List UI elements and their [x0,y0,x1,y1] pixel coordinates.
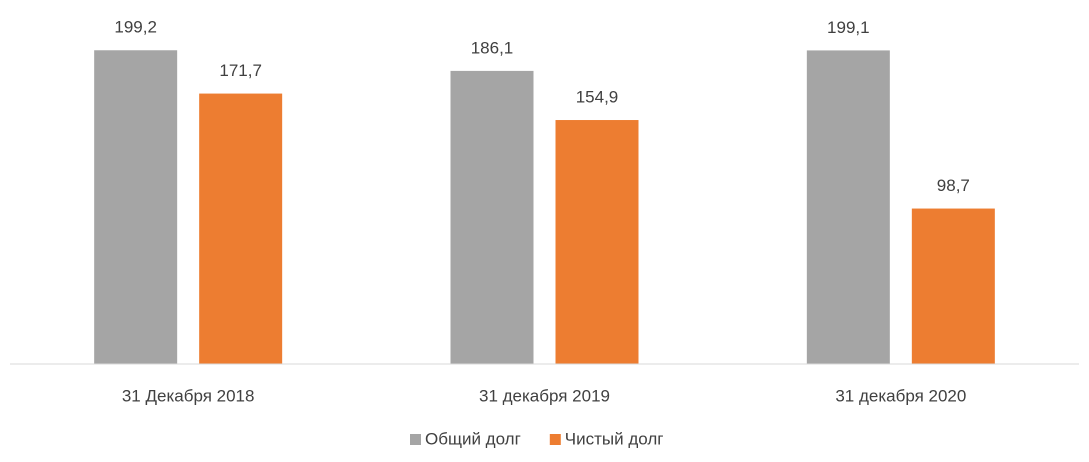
bar [911,208,995,364]
data-label: 154,9 [576,88,619,107]
bar [199,93,283,364]
data-label: 171,7 [219,61,262,80]
legend-swatch [549,434,561,445]
legend-label: Чистый долг [565,429,664,448]
x-tick-label: 31 декабря 2019 [479,386,610,405]
data-label: 199,2 [114,18,157,37]
data-label: 199,1 [827,18,870,37]
x-tick-label: 31 Декабря 2018 [122,386,255,405]
legend-label: Общий долг [425,429,521,448]
bar [806,50,890,364]
bar [94,50,178,364]
bar [555,120,639,364]
data-label: 98,7 [937,176,970,195]
data-label: 186,1 [471,38,514,57]
x-tick-label: 31 декабря 2020 [835,386,966,405]
legend-swatch [410,434,421,445]
bar [450,70,534,364]
